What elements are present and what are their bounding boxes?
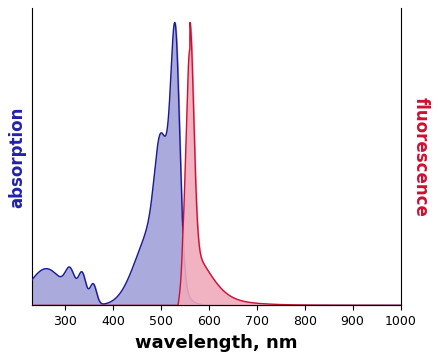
Y-axis label: absorption: absorption bbox=[8, 106, 26, 208]
Y-axis label: fluorescence: fluorescence bbox=[412, 97, 430, 217]
X-axis label: wavelength, nm: wavelength, nm bbox=[135, 334, 297, 352]
